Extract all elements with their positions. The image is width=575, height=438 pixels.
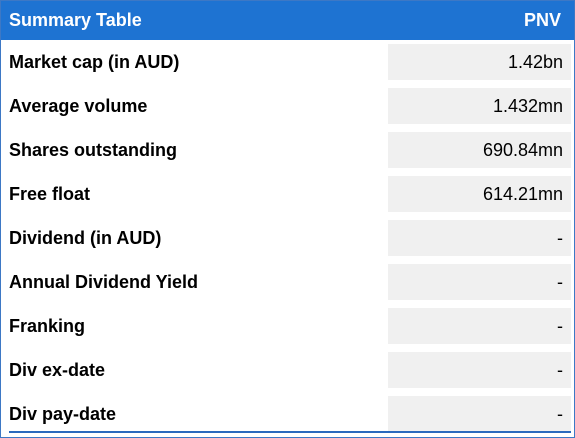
table-row: Free float 614.21mn [1, 174, 574, 218]
row-label-dividend: Dividend (in AUD) [9, 228, 162, 248]
bottom-rule [9, 431, 571, 433]
row-label-annual-dividend-yield: Annual Dividend Yield [9, 272, 199, 292]
row-label-market-cap: Market cap (in AUD) [9, 52, 180, 72]
row-value-free-float: 614.21mn [482, 184, 563, 204]
row-label-div-ex-date: Div ex-date [9, 360, 106, 380]
table-row: Dividend (in AUD) - [1, 218, 574, 262]
row-value-cell: - [388, 308, 571, 344]
row-value-cell: - [388, 352, 571, 388]
table-body: Market cap (in AUD) 1.42bn Average volum… [1, 42, 574, 438]
row-value-cell: 614.21mn [388, 176, 571, 212]
table-row: Market cap (in AUD) 1.42bn [1, 42, 574, 86]
ticker-label: PNV [523, 10, 561, 30]
table-row: Franking - [1, 306, 574, 350]
table-row: Annual Dividend Yield - [1, 262, 574, 306]
row-label-average-volume: Average volume [9, 96, 148, 116]
row-value-cell: - [388, 264, 571, 300]
row-value-market-cap: 1.42bn [507, 52, 563, 72]
table-header: Summary Table PNV [1, 1, 574, 40]
row-value-shares-outstanding: 690.84mn [482, 140, 563, 160]
row-value-div-ex-date: - [557, 360, 563, 380]
table-row: Div pay-date - [1, 394, 574, 438]
row-value-average-volume: 1.432mn [492, 96, 563, 116]
row-value-div-pay-date: - [557, 404, 563, 424]
table-row: Average volume 1.432mn [1, 86, 574, 130]
row-value-cell: 690.84mn [388, 132, 571, 168]
row-value-franking: - [557, 316, 563, 336]
row-value-cell: - [388, 220, 571, 256]
row-value-cell: 1.42bn [388, 44, 571, 80]
table-title: Summary Table [9, 10, 142, 30]
row-value-dividend: - [557, 228, 563, 248]
row-value-cell: - [388, 396, 571, 432]
row-value-annual-dividend-yield: - [557, 272, 563, 292]
row-label-div-pay-date: Div pay-date [9, 404, 117, 424]
row-label-shares-outstanding: Shares outstanding [9, 140, 178, 160]
table-row: Shares outstanding 690.84mn [1, 130, 574, 174]
table-row: Div ex-date - [1, 350, 574, 394]
row-label-free-float: Free float [9, 184, 91, 204]
row-label-franking: Franking [9, 316, 86, 336]
row-value-cell: 1.432mn [388, 88, 571, 124]
